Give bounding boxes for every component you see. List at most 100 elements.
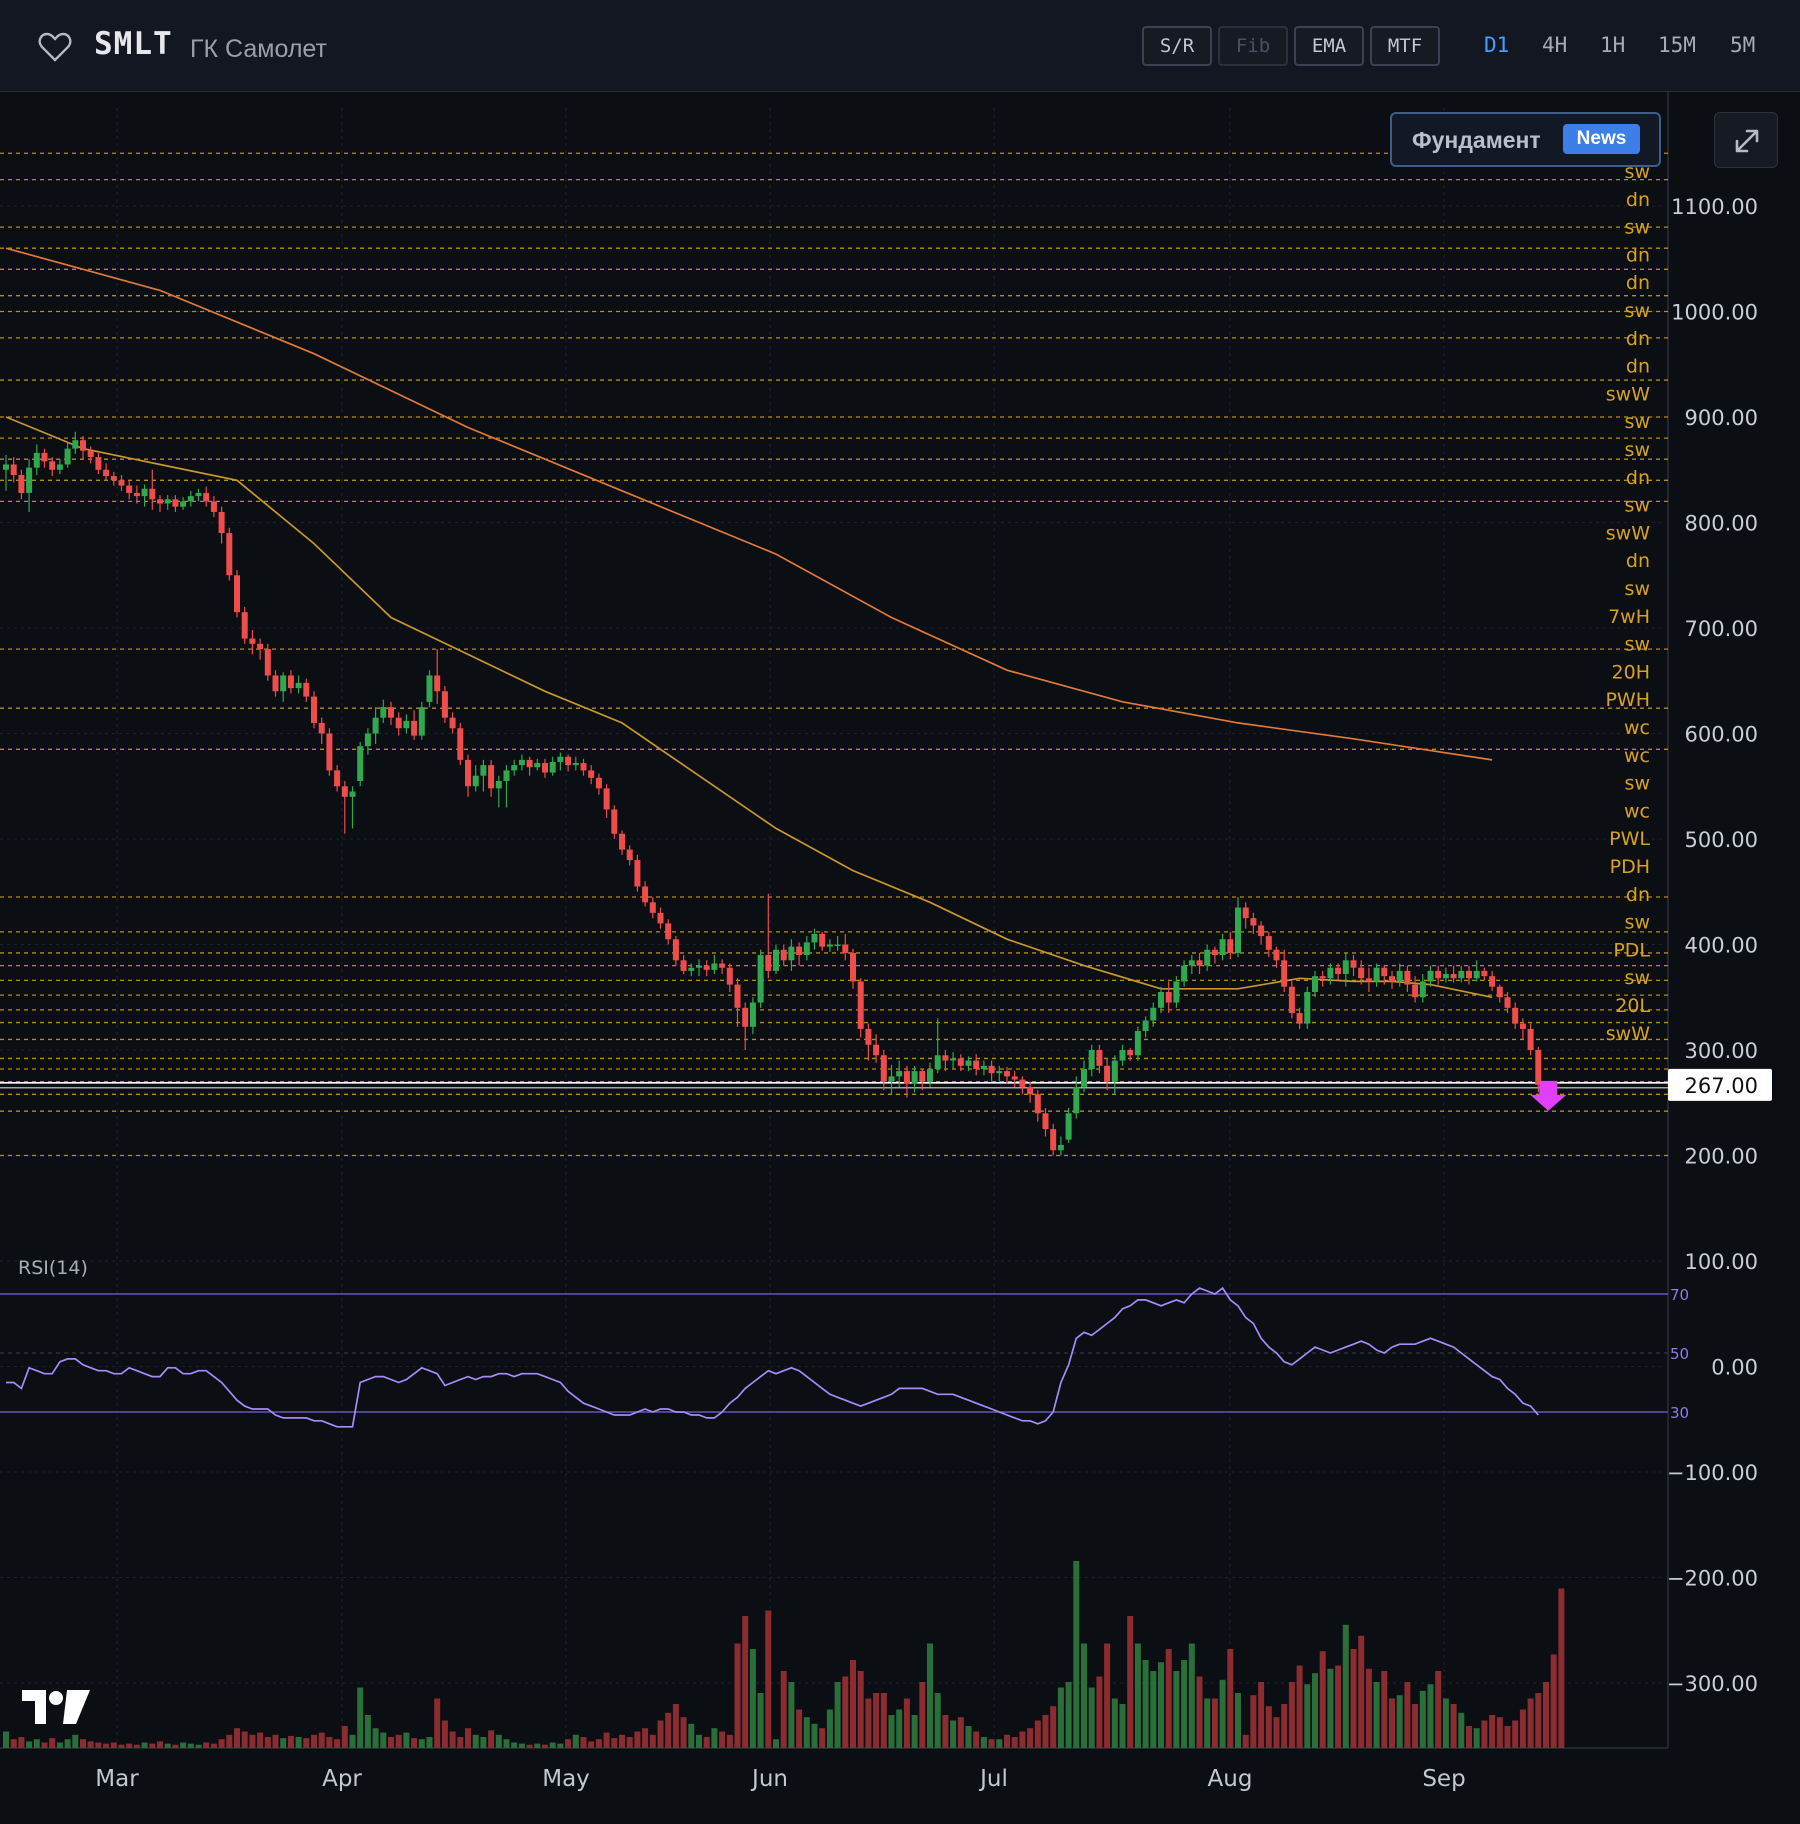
volume-bar: [1527, 1698, 1534, 1748]
volume-bar: [164, 1743, 171, 1748]
candle-body: [927, 1068, 933, 1082]
volume-bar: [1111, 1698, 1118, 1748]
candle-body: [1350, 960, 1357, 968]
candle-body: [1458, 970, 1465, 979]
volume-bar: [1142, 1660, 1149, 1748]
last-price-box: [1668, 1068, 1772, 1101]
volume-bar: [1196, 1676, 1203, 1748]
timeframe-1h[interactable]: 1H: [1600, 33, 1626, 57]
volume-bar: [1327, 1668, 1334, 1748]
volume-bar: [572, 1734, 579, 1748]
candle-body: [1527, 1028, 1534, 1050]
volume-bar: [657, 1720, 664, 1748]
volume-bar: [1466, 1726, 1472, 1748]
volume-bar: [1065, 1682, 1072, 1748]
candle-body: [426, 675, 433, 702]
volume-bar: [1373, 1682, 1380, 1748]
timeframe-d1[interactable]: D1: [1484, 33, 1510, 57]
ema-button[interactable]: EMA: [1294, 26, 1364, 66]
volume-bar: [334, 1739, 341, 1748]
volume-bar: [1227, 1649, 1234, 1748]
expand-button[interactable]: [1714, 112, 1778, 168]
candle-body: [1104, 1065, 1111, 1082]
volume-bar: [834, 1682, 841, 1748]
volume-bar: [511, 1742, 518, 1748]
candle-body: [788, 946, 795, 961]
candle-body: [1196, 960, 1203, 966]
heart-icon[interactable]: [38, 32, 72, 62]
candle-body: [1412, 984, 1419, 998]
timeframe-4h[interactable]: 4H: [1542, 33, 1568, 57]
candle-body: [557, 756, 564, 762]
candle-body: [318, 722, 325, 734]
candle-body: [526, 759, 533, 768]
candle-body: [696, 965, 702, 968]
volume-bar: [1473, 1728, 1480, 1748]
candle-body: [511, 765, 518, 771]
candle-body: [1381, 967, 1388, 977]
candle-body: [819, 933, 826, 947]
candle-body: [1134, 1031, 1141, 1056]
fib-button[interactable]: Fib: [1218, 26, 1288, 66]
candle-body: [880, 1055, 887, 1082]
volume-bar: [1365, 1668, 1372, 1748]
candle-body: [619, 833, 625, 850]
volume-bar: [965, 1726, 972, 1748]
price-tick-label: 800.00: [1685, 512, 1758, 536]
candle-body: [472, 775, 479, 787]
level-label: PDL: [1613, 939, 1650, 961]
candle-body: [311, 696, 317, 723]
price-chart[interactable]: RSI(14) 70 50 30 1100.00 1000.00 900.00 800.00…: [0, 92, 1800, 1824]
volume-bar: [241, 1731, 248, 1748]
volume-bar: [1042, 1715, 1049, 1748]
volume-bar: [1543, 1682, 1549, 1748]
volume-bar: [418, 1739, 425, 1748]
volume-bar: [565, 1739, 572, 1748]
volume-bar: [1173, 1671, 1180, 1748]
volume-bar: [803, 1717, 810, 1748]
sr-button[interactable]: S/R: [1142, 26, 1212, 66]
volume-bar: [441, 1720, 448, 1748]
news-button[interactable]: Фундамент News: [1390, 112, 1661, 167]
volume-bar: [64, 1739, 71, 1748]
volume-bar: [103, 1743, 110, 1748]
candle-body: [1057, 1144, 1064, 1151]
level-label: PWL: [1609, 828, 1650, 850]
price-tick-label: 400.00: [1685, 934, 1758, 958]
candle-body: [919, 1071, 926, 1082]
volume-bar: [603, 1732, 610, 1748]
volume-bar: [919, 1682, 926, 1748]
news-button-label: Фундамент: [1412, 127, 1541, 153]
volume-bar: [927, 1643, 933, 1748]
price-tick-label: 600.00: [1685, 723, 1758, 747]
volume-bar: [642, 1728, 649, 1748]
volume-bar: [1489, 1715, 1496, 1748]
candle-body: [534, 763, 541, 768]
level-label: 7wH: [1608, 606, 1650, 628]
candle-body: [549, 761, 556, 773]
mtf-button[interactable]: MTF: [1370, 26, 1440, 66]
volume-bar: [973, 1731, 980, 1748]
candle-body: [1427, 970, 1434, 982]
volume-bar: [257, 1732, 264, 1748]
rsi-line: [6, 1286, 1539, 1428]
candle-body: [950, 1058, 957, 1061]
volume-bar: [980, 1737, 987, 1748]
rsi-label: RSI(14): [18, 1257, 88, 1279]
level-label: sw: [1625, 217, 1650, 239]
candle-body: [1004, 1071, 1010, 1077]
volume-bar: [711, 1728, 718, 1748]
candle-body: [1042, 1113, 1049, 1130]
candle-body: [873, 1044, 880, 1056]
volume-bar: [1350, 1649, 1357, 1748]
timeframe-5m[interactable]: 5M: [1730, 33, 1756, 57]
volume-bar: [1427, 1684, 1434, 1748]
price-tick-label: 0.00: [1711, 1356, 1758, 1380]
candle-body: [64, 448, 71, 465]
price-tick-label: −200.00: [1667, 1567, 1758, 1591]
candle-body: [603, 788, 610, 810]
volume-bar: [1288, 1682, 1295, 1748]
volume-bar: [796, 1709, 803, 1748]
candle-body: [280, 675, 287, 692]
timeframe-15m[interactable]: 15M: [1658, 33, 1696, 57]
